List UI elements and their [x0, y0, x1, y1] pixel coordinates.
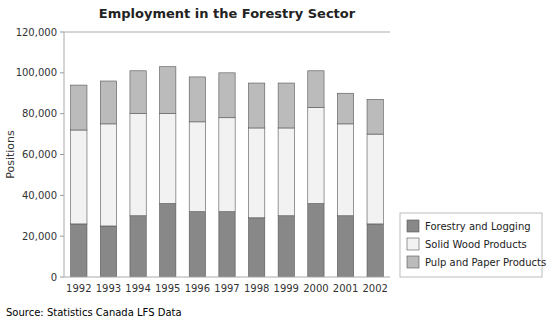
bar-segment — [130, 71, 146, 114]
bar-segment — [337, 124, 353, 216]
bar-segment — [71, 85, 87, 130]
x-tick-label: 1997 — [214, 283, 239, 294]
x-tick-label: 2002 — [362, 283, 387, 294]
bar-segment — [160, 204, 176, 278]
bar-segment — [71, 130, 87, 224]
bar-segment — [248, 218, 264, 277]
y-tick-label: 100,000 — [16, 67, 57, 78]
chart: Employment in the Forestry Sector Positio… — [0, 0, 554, 323]
bar-segment — [308, 108, 324, 204]
bar-segment — [367, 99, 383, 134]
bar-segment — [337, 216, 353, 277]
bar-segment — [337, 93, 353, 124]
y-tick — [60, 154, 64, 155]
y-axis-label: Positions — [4, 130, 17, 179]
bar-segment — [130, 216, 146, 277]
y-tick-label: 40,000 — [22, 190, 57, 201]
y-tick — [60, 195, 64, 196]
y-tick-label: 0 — [51, 272, 57, 283]
bar-segment — [100, 124, 116, 226]
bar-segment — [130, 114, 146, 216]
y-axis-line — [64, 32, 65, 277]
y-tick-label: 60,000 — [22, 149, 57, 160]
bar-segment — [189, 77, 205, 122]
y-tick — [60, 236, 64, 237]
y-tick — [60, 277, 64, 278]
x-tick-label: 1999 — [274, 283, 299, 294]
bar-segment — [367, 224, 383, 277]
bar-segment — [248, 128, 264, 218]
legend-entry: Forestry and Logging — [425, 221, 531, 232]
bar-segment — [219, 118, 235, 212]
x-tick-label: 2000 — [303, 283, 328, 294]
bar-segment — [160, 67, 176, 114]
legend-swatch — [407, 220, 419, 232]
bar-segment — [219, 73, 235, 118]
x-tick-label: 2001 — [333, 283, 358, 294]
bar-segment — [278, 128, 294, 216]
bar-segment — [100, 81, 116, 124]
title: Employment in the Forestry Sector — [99, 6, 356, 21]
x-tick-label: 1995 — [155, 283, 180, 294]
top-line — [64, 32, 390, 33]
bar-segment — [71, 224, 87, 277]
source-note: Source: Statistics Canada LFS Data — [6, 307, 182, 318]
x-tick-label: 1993 — [96, 283, 121, 294]
bars — [71, 67, 384, 277]
y-tick — [60, 72, 64, 73]
legend: Forestry and Logging Solid Wood Products P… — [400, 213, 546, 277]
bar-segment — [367, 134, 383, 224]
y-tick — [60, 113, 64, 114]
legend-swatch — [407, 256, 419, 268]
x-tick-label: 1998 — [244, 283, 269, 294]
x-tick-label: 1992 — [66, 283, 91, 294]
bar-segment — [278, 83, 294, 128]
bar-segment — [278, 216, 294, 277]
bar-segment — [160, 114, 176, 204]
bar-segment — [248, 83, 264, 128]
y-tick-label: 80,000 — [22, 108, 57, 119]
x-tick-label: 1996 — [185, 283, 210, 294]
bar-segment — [308, 204, 324, 278]
bar-segment — [219, 212, 235, 277]
bar-segment — [308, 71, 324, 108]
x-axis-line — [64, 277, 390, 278]
bar-segment — [100, 226, 116, 277]
y-tick-label: 20,000 — [22, 231, 57, 242]
legend-entry: Solid Wood Products — [425, 239, 527, 250]
y-tick-label: 120,000 — [16, 27, 57, 38]
y-tick — [60, 32, 64, 33]
x-tick-label: 1994 — [125, 283, 150, 294]
bar-segment — [189, 212, 205, 277]
bar-segment — [189, 122, 205, 212]
legend-swatch — [407, 238, 419, 250]
legend-entry: Pulp and Paper Products — [425, 257, 546, 268]
